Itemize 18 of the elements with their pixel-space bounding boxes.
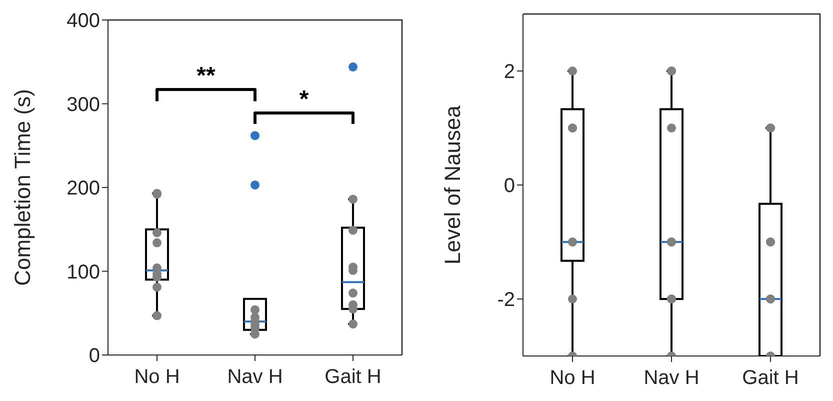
y-tick-label: 100 (66, 261, 100, 284)
x-tick-label: No H (134, 366, 180, 388)
x-tick-label: Nav H (644, 367, 700, 390)
y-tick-label: 400 (66, 10, 100, 32)
x-tick-label: Gait H (742, 367, 799, 390)
y-axis-title: Level of Nausea (440, 104, 465, 264)
annotation: * (299, 86, 310, 113)
x-tick-label: Gait H (324, 366, 382, 388)
y-tick-label: 300 (66, 94, 100, 116)
x-tick-label: Nav H (227, 366, 283, 388)
annotation: ** (196, 62, 216, 90)
y-tick-label: 2 (504, 61, 515, 84)
y-tick-label: 0 (504, 175, 515, 198)
y-axis-title: Completion Time (s) (10, 89, 35, 286)
y-tick-label: 200 (66, 178, 100, 200)
y-tick-label: 0 (88, 345, 100, 368)
x-tick-label: No H (550, 367, 596, 390)
y-tick-label: -2 (497, 289, 515, 312)
